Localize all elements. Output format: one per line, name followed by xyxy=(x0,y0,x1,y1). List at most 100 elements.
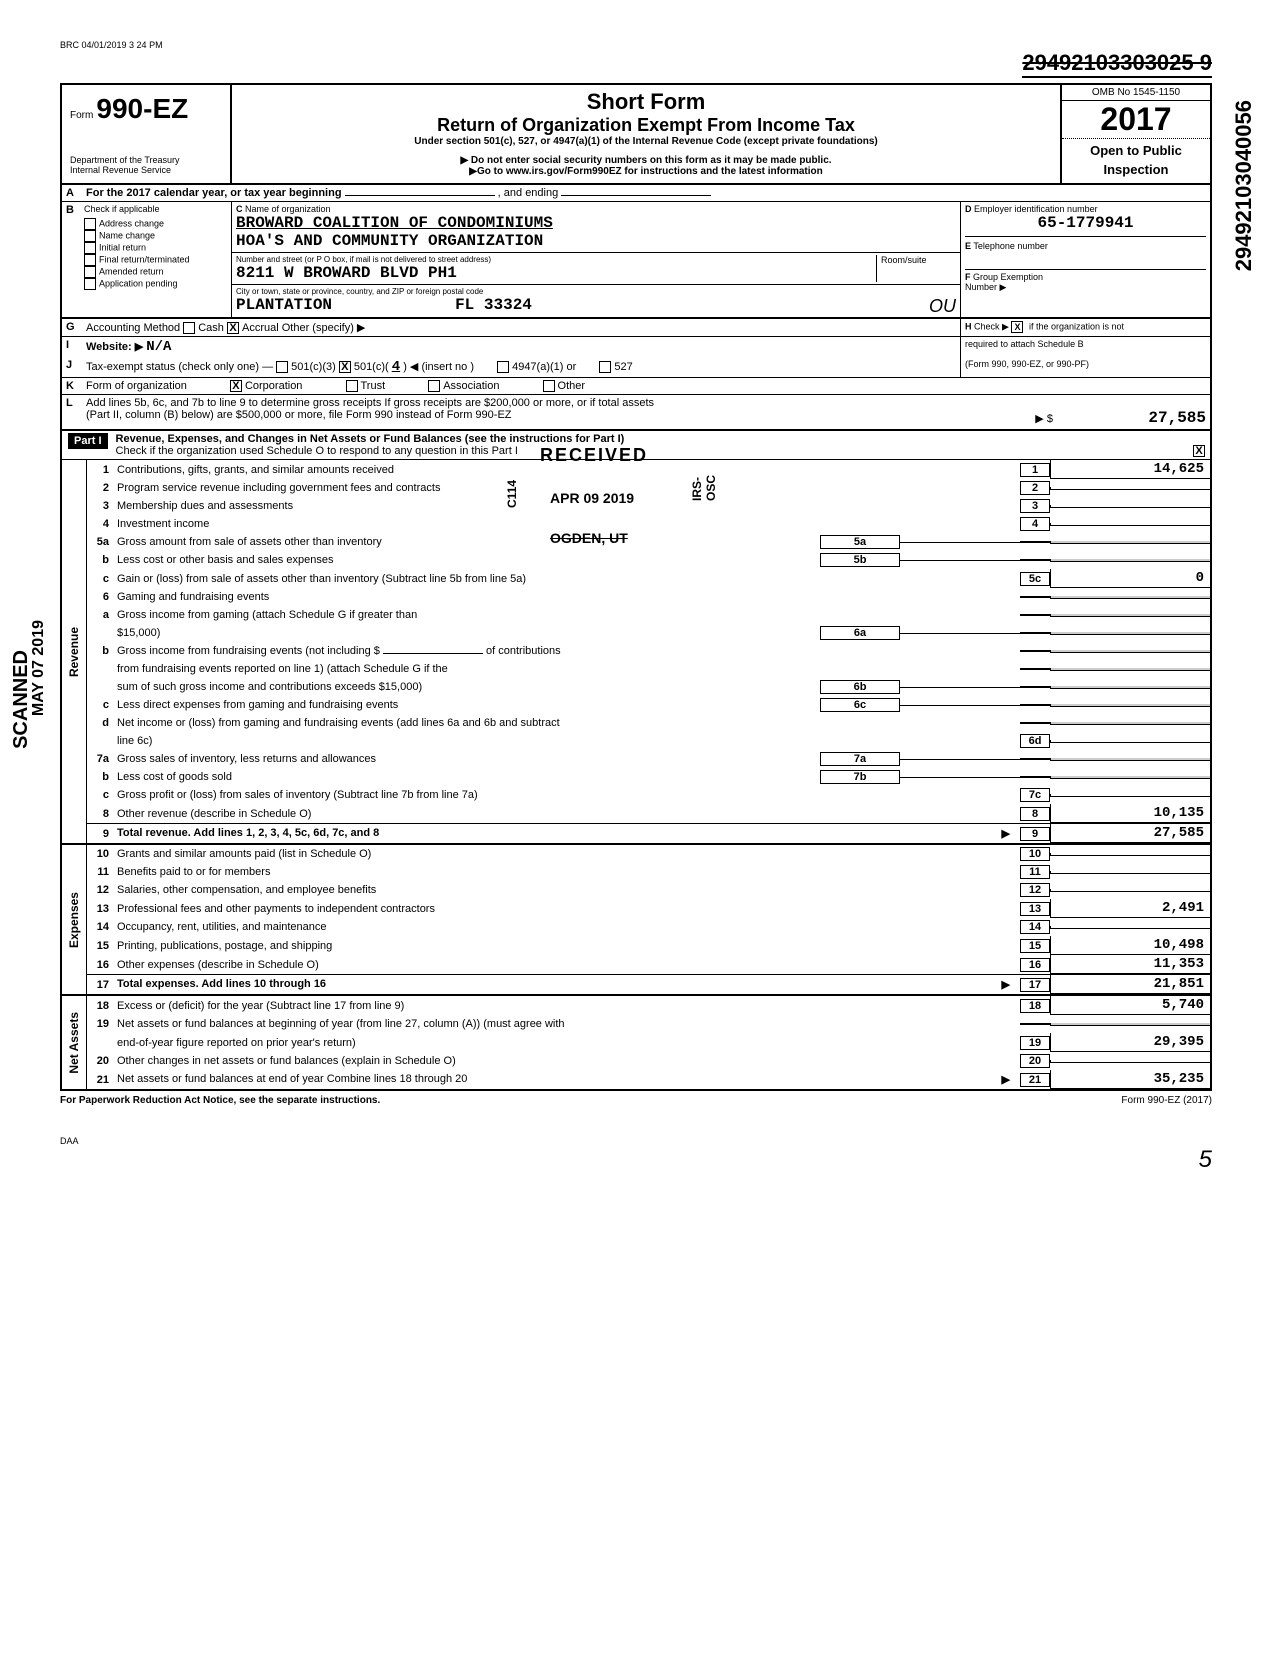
part1-label: Part I xyxy=(68,433,108,449)
501c-checkbox[interactable]: X xyxy=(339,361,351,373)
initial-return-checkbox[interactable] xyxy=(84,242,96,254)
line-a-end: , and ending xyxy=(498,187,559,199)
line-15-val: 10,498 xyxy=(1050,936,1210,955)
vertical-dln: 29492103040056 xyxy=(1231,100,1257,271)
501c-end: ) ◀ (insert no ) xyxy=(403,361,474,373)
check-header: Check if applicable xyxy=(84,204,229,214)
inspection: Inspection xyxy=(1062,162,1210,181)
schedule-o-checkbox[interactable]: X xyxy=(1193,445,1205,457)
letter-d: D xyxy=(965,204,972,214)
part1-check-text: Check if the organization used Schedule … xyxy=(116,445,518,457)
initials-ou: OU xyxy=(929,296,956,317)
letter-j: J xyxy=(62,357,82,377)
name-change-label: Name change xyxy=(99,230,155,240)
address-change-checkbox[interactable] xyxy=(84,218,96,230)
line-9-desc: Total revenue. Add lines 1, 2, 3, 4, 5c,… xyxy=(117,827,379,839)
final-return-checkbox[interactable] xyxy=(84,254,96,266)
line-6-desc: Gaming and fundraising events xyxy=(117,590,1020,604)
gross-receipts: 27,585 xyxy=(1056,409,1206,427)
line-6c-desc: Less direct expenses from gaming and fun… xyxy=(117,698,820,712)
letter-i: I xyxy=(62,337,82,357)
room-suite-label: Room/suite xyxy=(876,255,956,282)
line-h-text2: if the organization is not xyxy=(1029,321,1124,331)
line-l-text1: Add lines 5b, 6c, and 7b to line 9 to de… xyxy=(86,397,1206,409)
other-org-label: Other xyxy=(558,380,586,392)
line-17-desc: Total expenses. Add lines 10 through 16 xyxy=(117,978,326,990)
application-pending-checkbox[interactable] xyxy=(84,278,96,290)
c114-stamp: C114 xyxy=(505,480,519,508)
other-method-label: Other (specify) ▶ xyxy=(282,322,366,334)
letter-a: A xyxy=(62,185,82,201)
line-15-desc: Printing, publications, postage, and shi… xyxy=(117,939,1020,953)
line-10-desc: Grants and similar amounts paid (list in… xyxy=(117,847,1020,861)
amended-return-label: Amended return xyxy=(99,266,164,276)
letter-c: C xyxy=(236,204,243,214)
assoc-checkbox[interactable] xyxy=(428,380,440,392)
line-6d-desc: Net income or (loss) from gaming and fun… xyxy=(117,716,1020,730)
line-5b-desc: Less cost or other basis and sales expen… xyxy=(117,553,820,567)
line-5c-desc: Gain or (loss) from sale of assets other… xyxy=(117,572,1020,586)
line-6a-desc: Gross income from gaming (attach Schedul… xyxy=(117,608,1020,622)
ogden-stamp: OGDEN, UT xyxy=(550,530,628,546)
line-6b-desc: Gross income from fundraising events (no… xyxy=(117,645,380,657)
line-14-desc: Occupancy, rent, utilities, and maintena… xyxy=(117,920,1020,934)
cash-checkbox[interactable] xyxy=(183,322,195,334)
line-8-val: 10,135 xyxy=(1050,804,1210,823)
open-public: Open to Public xyxy=(1062,139,1210,162)
line-6b-desc3: from fundraising events reported on line… xyxy=(117,662,1020,676)
city: PLANTATION xyxy=(236,296,332,314)
line-5c-val: 0 xyxy=(1050,569,1210,588)
goto-link: ▶Go to www.irs.gov/Form990EZ for instruc… xyxy=(236,166,1056,177)
return-title: Return of Organization Exempt From Incom… xyxy=(236,115,1056,136)
dept1: Department of the Treasury xyxy=(70,155,222,165)
omb-number: OMB No 1545-1150 xyxy=(1062,85,1210,101)
tax-year: 2017 xyxy=(1062,101,1210,139)
org-name-2: HOA'S AND COMMUNITY ORGANIZATION xyxy=(236,232,956,250)
4947-label: 4947(a)(1) or xyxy=(512,361,576,373)
name-change-checkbox[interactable] xyxy=(84,230,96,242)
letter-b: B xyxy=(62,202,82,317)
city-label: City or town, state or province, country… xyxy=(236,287,956,296)
line-h-text4: (Form 990, 990-EZ, or 990-PF) xyxy=(965,359,1089,369)
tax-exempt-label: Tax-exempt status (check only one) — xyxy=(86,361,273,373)
corp-checkbox[interactable]: X xyxy=(230,380,242,392)
line-l-arrow: ▶ $ xyxy=(1035,413,1053,425)
other-org-checkbox[interactable] xyxy=(543,380,555,392)
line-6d-val xyxy=(1050,740,1210,743)
accrual-checkbox[interactable]: X xyxy=(227,322,239,334)
line-19-desc: Net assets or fund balances at beginning… xyxy=(117,1017,1020,1031)
line-11-desc: Benefits paid to or for members xyxy=(117,865,1020,879)
501c3-checkbox[interactable] xyxy=(276,361,288,373)
letter-g: G xyxy=(62,319,82,336)
line-12-val xyxy=(1050,889,1210,892)
website-label: Website: ▶ xyxy=(86,341,143,353)
line-10-val xyxy=(1050,853,1210,856)
527-checkbox[interactable] xyxy=(599,361,611,373)
4947-checkbox[interactable] xyxy=(497,361,509,373)
line-21-val: 35,235 xyxy=(1050,1070,1210,1089)
received-date-stamp: APR 09 2019 xyxy=(550,490,634,506)
line-7b-desc: Less cost of goods sold xyxy=(117,770,820,784)
schedule-b-checkbox[interactable]: X xyxy=(1011,321,1023,333)
line-5a-desc: Gross amount from sale of assets other t… xyxy=(117,535,820,549)
line-7c-val xyxy=(1050,794,1210,797)
part1-title: Revenue, Expenses, and Changes in Net As… xyxy=(116,433,625,445)
line-13-desc: Professional fees and other payments to … xyxy=(117,902,1020,916)
group-exemption-label: Group Exemption xyxy=(973,272,1043,282)
cash-label: Cash xyxy=(198,322,224,334)
501c-number: 4 xyxy=(392,359,400,375)
line-h-text3: required to attach Schedule B xyxy=(965,339,1084,349)
amended-return-checkbox[interactable] xyxy=(84,266,96,278)
telephone-label: Telephone number xyxy=(973,241,1048,251)
website-value: N/A xyxy=(146,339,171,355)
line-20-desc: Other changes in net assets or fund bala… xyxy=(117,1054,1020,1068)
trust-checkbox[interactable] xyxy=(346,380,358,392)
final-return-label: Final return/terminated xyxy=(99,254,190,264)
line-11-val xyxy=(1050,871,1210,874)
received-stamp: RECEIVED xyxy=(540,445,648,466)
initial-return-label: Initial return xyxy=(99,242,146,252)
assoc-label: Association xyxy=(443,380,499,392)
letter-k: K xyxy=(62,378,82,394)
daa-footer: DAA xyxy=(60,1136,1212,1146)
org-name-1: BROWARD COALITION OF CONDOMINIUMS xyxy=(236,214,956,232)
